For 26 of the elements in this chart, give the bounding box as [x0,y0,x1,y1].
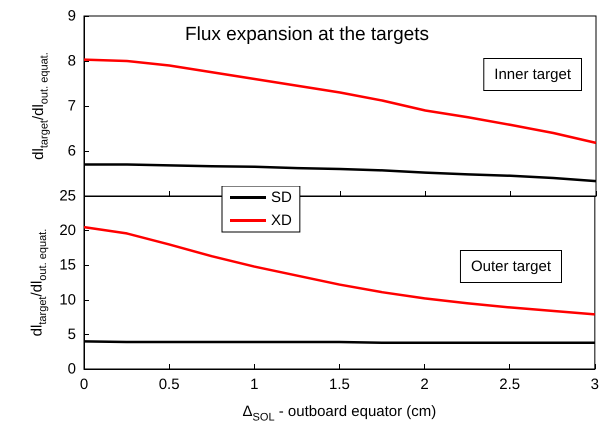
y-tick-label: 9 [68,8,76,24]
line-series [82,226,596,316]
chart-title: Flux expansion at the targets [185,24,429,45]
annotation: Outer target [470,258,552,275]
y-tick-label: 15 [59,256,76,274]
y-axis-title: dltarget/dlout. equat. [30,52,50,160]
y-tick-label: 25 [59,188,76,204]
x-tick-label: 0 [80,376,88,393]
y-tick-label: 20 [59,222,76,240]
annotation: Inner target [494,66,572,83]
y-tick-label: 10 [59,291,76,308]
x-tick-label: 0.5 [158,376,180,393]
x-tick-label: 1.5 [328,376,350,393]
y-tick-label: 0 [68,360,76,378]
x-tick-label: 2.5 [499,376,520,393]
x-tick-label: 2 [420,376,429,393]
x-tick-label: 1 [250,376,258,393]
y-tick-label: 7 [68,98,76,114]
legend-label: SD [271,189,292,206]
y-tick-label: 5 [68,326,76,343]
legend-label: XD [271,212,292,229]
x-tick-label: 3 [590,376,599,393]
line-series [82,58,598,144]
y-axis-title: dltarget/dlout. equat. [28,228,49,336]
y-tick-label: 6 [68,142,76,160]
y-tick-label: 8 [68,52,76,70]
